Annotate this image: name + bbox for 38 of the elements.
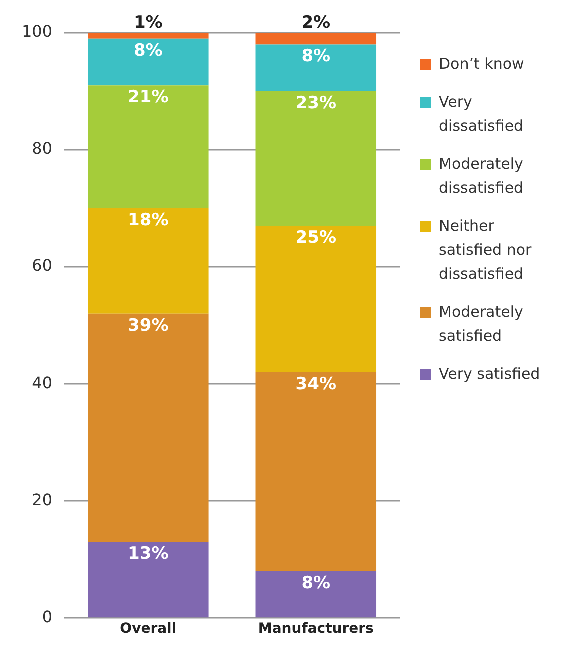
bar [88,38,209,86]
legend-label: Moderately satisfied [439,302,524,347]
text: 8% [302,573,331,594]
y-tick-label: 20 [32,490,53,510]
legend-label: Very dissatisfied [439,92,525,137]
text: 8% [302,46,331,67]
bar [256,44,377,92]
text: 39% [128,316,169,336]
legend-label: Neither satisfied nor dissatisfied [439,216,533,285]
y-tick-label: 0 [42,607,53,626]
text: 21% [128,88,169,108]
bar [256,372,377,572]
bar [88,86,209,209]
text: 8% [134,40,163,61]
y-tick-label: 60 [32,256,53,276]
legend-label: Don’t know [439,54,524,75]
text: 1% [134,12,163,33]
text: 13% [128,544,169,564]
legend-label: Moderately dissatisfied [439,154,525,199]
text: 23% [296,93,336,114]
legend-label: Very satisfied [439,364,540,385]
y-tick-label: 80 [32,139,53,158]
x-tick-label: Manufacturers [258,621,374,638]
text: 18% [128,210,169,230]
bar [256,92,377,226]
bar [88,314,209,542]
bar [256,226,377,372]
bar [88,33,209,39]
y-tick-label: 40 [32,373,53,392]
bar [256,33,377,45]
y-tick-label: 100 [22,22,53,42]
text: 34% [296,374,336,394]
text: 2% [302,12,331,33]
bar [88,208,209,314]
bar [88,542,209,618]
text: 25% [296,228,336,248]
bar [256,571,377,618]
x-tick-label: Overall [120,621,177,638]
